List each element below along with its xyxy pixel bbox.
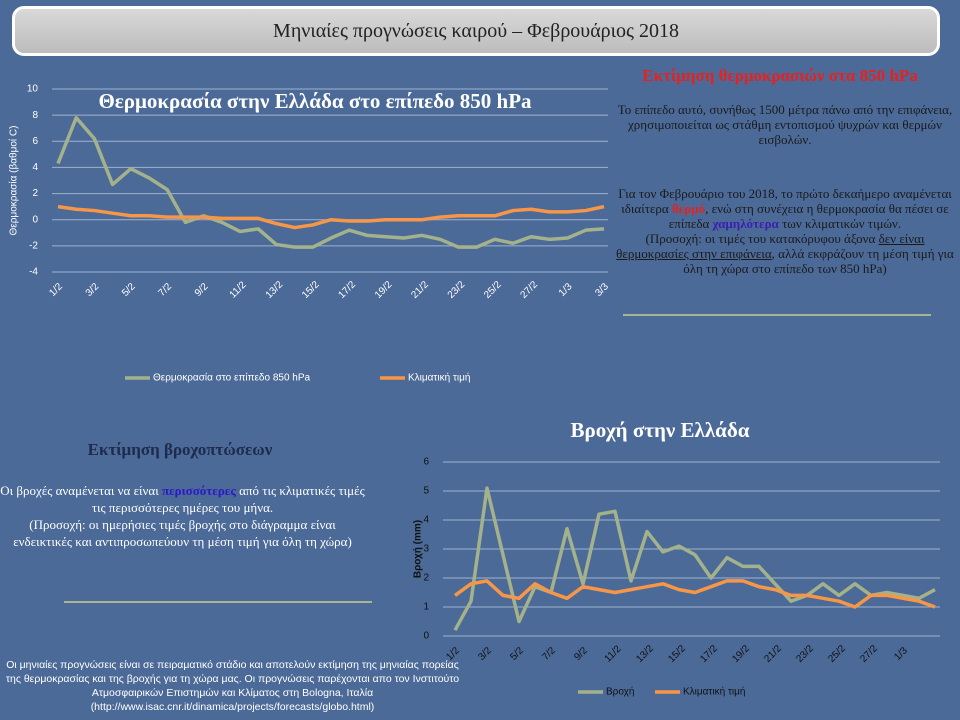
y-tick-label: 2 [32,188,38,199]
y-tick-label: 3 [423,544,429,555]
x-tick-label: 9/2 [572,645,590,663]
y-tick-label: 6 [423,457,429,468]
x-tick-label: 23/2 [794,643,816,665]
x-tick-label: 11/2 [228,279,249,300]
x-tick-label: 27/2 [858,643,880,665]
y-tick-label: 4 [423,515,429,526]
text: (Προσοχή: οι ημερήσιες τιμές βροχής στο … [13,517,352,549]
x-tick-label: 23/2 [446,279,468,301]
data-line [453,579,936,609]
x-tick-label: 17/2 [698,643,720,665]
text: από τις κλιματικές τιμές τις περισσότερε… [91,483,365,515]
legend-label: Κλιματική τιμή [683,686,745,698]
x-tick-label: 25/2 [826,643,848,665]
section-title: Εκτίμηση θερμοκρασιών στα 850 hPa [642,66,918,85]
x-tick-label: 21/2 [409,279,431,301]
y-tick-label: 6 [32,136,38,147]
x-tick-label: 11/2 [603,643,624,664]
x-tick-label: 13/2 [264,279,286,301]
text: Οι βροχές αναμένεται να είναι [0,483,162,498]
x-tick-label: 25/2 [482,279,504,301]
paragraph: Οι βροχές αναμένεται να είναι περισσότερ… [0,482,365,550]
x-tick-label: 3/2 [84,281,102,299]
paragraph: Για τον Φεβρουάριο του 2018, το πρώτο δε… [615,186,955,276]
x-tick-label: 15/2 [300,279,322,301]
x-tick-label: 3/3 [593,281,611,299]
x-tick-label: 5/2 [120,281,138,299]
x-tick-label: 15/2 [666,643,688,665]
paragraph: Το επίπεδο αυτό, συνήθως 1500 μέτρα πάνω… [617,102,953,147]
legend-label: Θερμοκρασία στο επίπεδο 850 hPa [153,372,311,384]
x-tick-label: 13/2 [634,643,656,665]
y-axis-label: Βροχή (mm) [413,520,424,578]
y-tick-label: -4 [29,267,38,278]
data-line [56,116,605,249]
section-title: Εκτίμηση βροχοπτώσεων [87,440,273,459]
underline: δεν είναι θερμοκρασίες στην επιφάνεια [616,231,925,261]
x-tick-label: 17/2 [337,279,359,301]
separator [64,601,372,603]
y-tick-label: 2 [423,573,429,584]
text: των κλιματικών τιμών. [778,216,902,231]
y-tick-label: 4 [32,162,38,173]
x-tick-label: 9/2 [193,281,211,299]
x-tick-label: 3/2 [476,645,494,663]
text: Για τον Φεβρουάριο του 2018, το πρώτο δε… [618,186,952,216]
separator [623,314,931,316]
x-tick-label: 7/2 [540,645,558,663]
highlight: χαμηλότερα [712,216,779,231]
x-tick-label: 1/3 [557,281,575,299]
legend-label: Κλιματική τιμή [408,372,470,384]
y-tick-label: 0 [423,631,429,642]
x-tick-label: 1/2 [47,281,65,299]
x-tick-label: 21/2 [762,643,784,665]
text: , ενώ στη συνέχεια η θερμοκρασία θα πέσε… [668,201,949,231]
highlight: θερμό [671,201,706,216]
text: , αλλά εκφράζουν τη μέση τιμή για όλη τη… [683,246,954,276]
chart-title: Θερμοκρασία στην Ελλάδα στο επίπεδο 850 … [98,89,532,113]
x-tick-label: 27/2 [519,279,541,301]
x-tick-label: 7/2 [156,281,174,299]
y-tick-label: 5 [423,486,429,497]
text: (Προσοχή: οι τιμές του κατακόρυφου άξονα [645,231,879,246]
y-axis-label: Θερμοκρασία (βαθμοί C) [8,126,20,236]
data-line [57,204,605,230]
legend-label: Βροχή [606,686,634,698]
x-tick-label: 1/3 [892,645,910,663]
x-tick-label: 19/2 [373,279,395,301]
y-tick-label: 8 [32,110,38,121]
y-tick-label: 10 [27,84,39,95]
x-tick-label: 5/2 [508,645,526,663]
footer: Οι μηνιαίες προγνώσεις είναι σε πειραματ… [5,659,460,713]
header-title: Μηνιαίες προγνώσεις καιρού – Φεβρουάριος… [12,6,940,56]
y-tick-label: 1 [423,602,429,613]
data-line [453,486,936,632]
highlight: περισσότερες [161,483,236,498]
y-tick-label: -2 [29,240,38,251]
chart-title: Βροχή στην Ελλάδα [570,418,750,442]
x-tick-label: 19/2 [730,643,752,665]
y-tick-label: 0 [32,214,38,225]
